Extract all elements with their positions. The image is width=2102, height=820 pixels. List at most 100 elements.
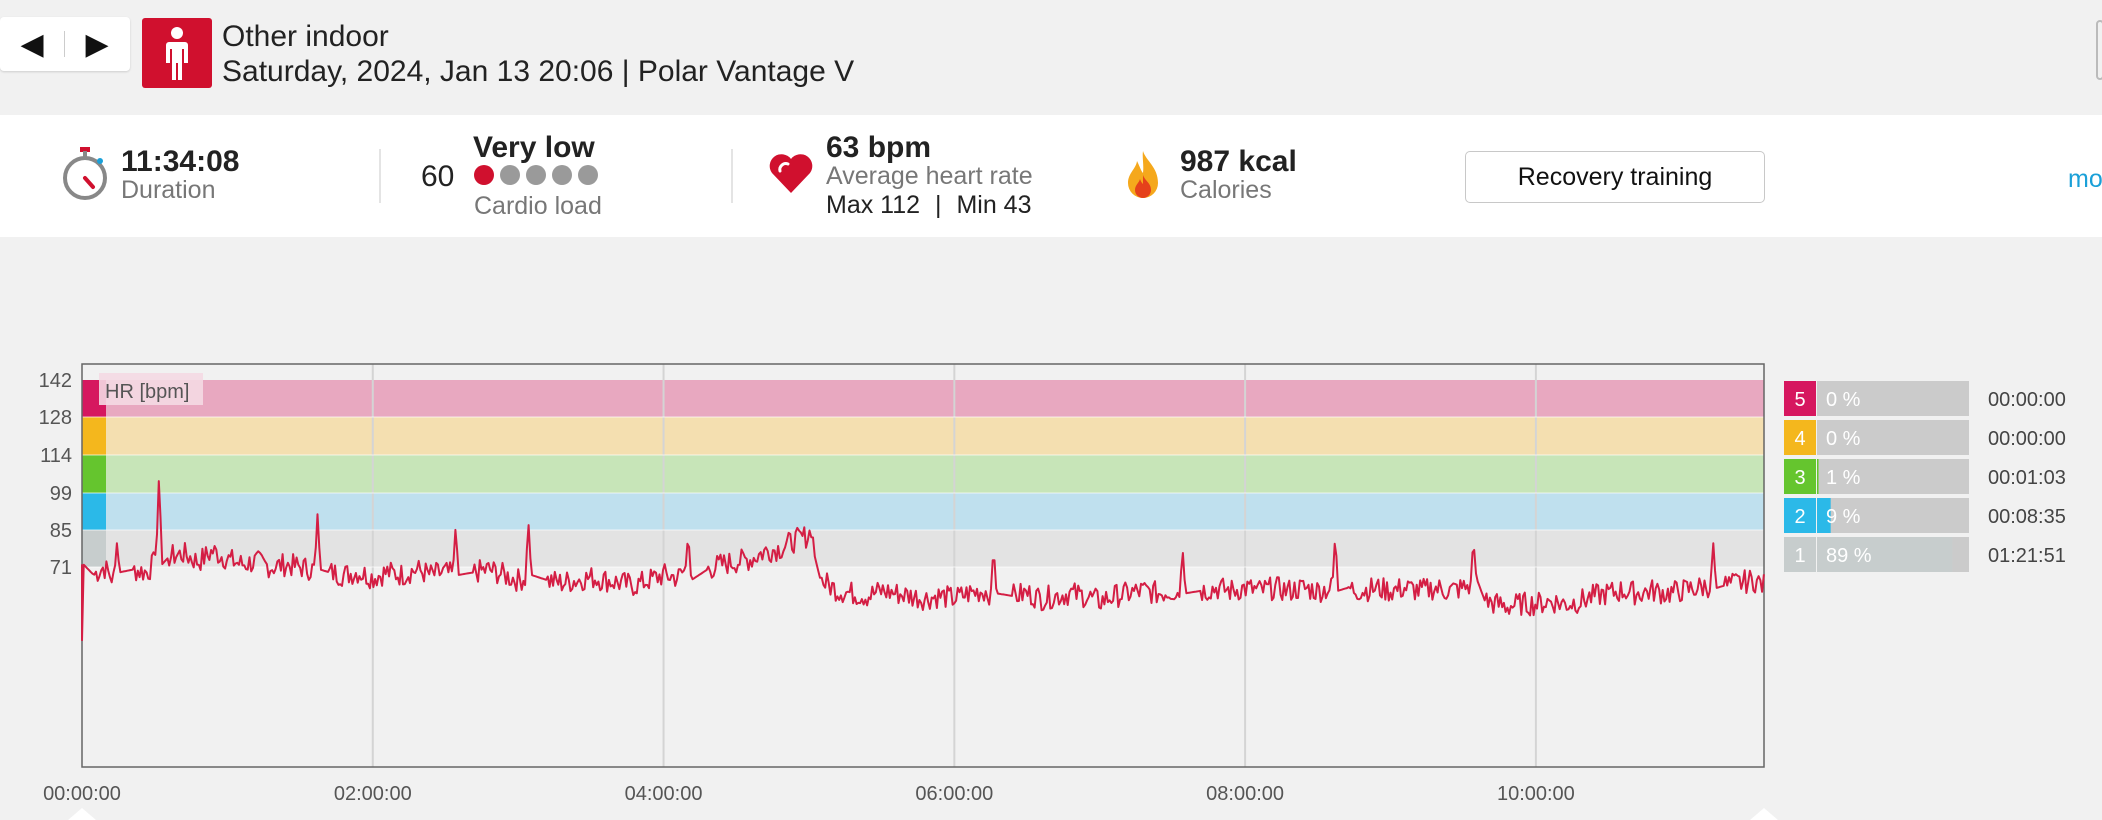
hr-zone-bands bbox=[82, 380, 1764, 567]
zone-percent: 0 % bbox=[1826, 428, 1861, 450]
divider bbox=[731, 149, 733, 203]
average-hr-value: 63 bpm bbox=[826, 131, 932, 164]
calories-value: 987 kcal bbox=[1180, 145, 1297, 178]
cardio-load-label: Cardio load bbox=[474, 192, 602, 220]
x-tick-label: 08:00:00 bbox=[1206, 783, 1284, 805]
x-tick-label: 04:00:00 bbox=[625, 783, 703, 805]
zone-number: 2 bbox=[1794, 506, 1805, 528]
zone-time: 00:01:03 bbox=[1988, 467, 2066, 489]
zone-percent: 9 % bbox=[1826, 506, 1861, 528]
zone-percent: 1 % bbox=[1826, 467, 1861, 489]
cardio-dot-empty bbox=[500, 165, 520, 185]
y-tick-label: 85 bbox=[50, 520, 72, 542]
previous-session-button[interactable]: ◀ bbox=[0, 17, 64, 71]
y-tick-label: 142 bbox=[39, 370, 72, 392]
y-axis-ticks: 142 128 114 99 85 71 bbox=[39, 370, 72, 579]
zone-number: 1 bbox=[1794, 545, 1805, 567]
divider bbox=[379, 149, 381, 203]
zone-number-swatch bbox=[1784, 498, 1816, 533]
session-header: ◀ ▶ Other indoor Saturday, 2024, Jan 13 … bbox=[0, 0, 2102, 115]
zone-time: 00:00:00 bbox=[1988, 389, 2066, 411]
cardio-dot-empty bbox=[552, 165, 572, 185]
next-session-button[interactable]: ▶ bbox=[65, 17, 129, 71]
nav-divider bbox=[64, 31, 65, 57]
zone-bar-track bbox=[1817, 420, 1969, 455]
y-tick-label: 114 bbox=[40, 445, 72, 467]
x-tick-label: 00:00:00 bbox=[43, 783, 121, 805]
zone-number-swatch bbox=[1784, 537, 1816, 572]
zone-row-1: 1 89 % 01:21:51 bbox=[1784, 537, 2066, 572]
zone-number: 3 bbox=[1794, 467, 1805, 489]
cardio-dot-filled bbox=[474, 165, 494, 185]
training-benefit-button[interactable]: Recovery training bbox=[1465, 151, 1765, 203]
zone-row-4: 4 0 % 00:00:00 bbox=[1784, 420, 2066, 455]
arrow-right-icon: ▶ bbox=[85, 27, 109, 61]
more-link[interactable]: mo bbox=[2068, 165, 2102, 193]
duration-value: 11:34:08 bbox=[121, 145, 240, 178]
zone-row-3: 3 1 % 00:01:03 bbox=[1784, 459, 2066, 494]
zone-time: 00:00:00 bbox=[1988, 428, 2066, 450]
zone-row-2: 2 9 % 00:08:35 bbox=[1784, 498, 2066, 533]
zone-bar-track bbox=[1817, 381, 1969, 416]
zone-number-swatch bbox=[1784, 459, 1816, 494]
x-tick-label: 02:00:00 bbox=[334, 783, 412, 805]
zone-bar-track bbox=[1817, 459, 1969, 494]
stopwatch-icon bbox=[60, 147, 110, 201]
max-hr-value: Max 112 bbox=[826, 191, 921, 219]
zone-number-swatch bbox=[1784, 381, 1816, 416]
legend-background bbox=[99, 373, 203, 405]
x-axis-ticks: 00:00:00 02:00:00 04:00:00 06:00:00 08:00:00… bbox=[43, 783, 1575, 805]
hr-series-line bbox=[81, 480, 1765, 641]
hr-zone-summary: 5 0 % 00:00:00 4 0 % 00:00:00 3 1 % 00:01:03 2 9 %… bbox=[1784, 381, 2066, 572]
range-start-handle[interactable] bbox=[68, 808, 96, 820]
zone-band-3 bbox=[82, 455, 1764, 493]
x-tick-label: 06:00:00 bbox=[915, 783, 993, 805]
zone-number: 4 bbox=[1794, 428, 1805, 450]
person-standing-icon bbox=[142, 18, 212, 88]
zone-bar-fill bbox=[1817, 537, 1953, 572]
cardio-load-dots bbox=[474, 165, 604, 185]
zone-band-2 bbox=[82, 493, 1764, 530]
zone-percent: 0 % bbox=[1826, 389, 1861, 411]
zone-number: 5 bbox=[1794, 389, 1805, 411]
chart-legend: HR [bpm] bbox=[99, 373, 203, 405]
series-label: HR [bpm] bbox=[105, 381, 189, 403]
zone-number-swatch bbox=[1784, 420, 1816, 455]
zone-swatch-4 bbox=[82, 417, 106, 455]
side-panel-edge bbox=[2096, 20, 2102, 80]
chart-grid bbox=[82, 364, 1764, 767]
zone-time: 01:21:51 bbox=[1988, 545, 2066, 567]
min-hr-value: Min 43 bbox=[956, 191, 1032, 219]
average-hr-label: Average heart rate bbox=[826, 162, 1033, 190]
zone-row-5: 5 0 % 00:00:00 bbox=[1784, 381, 2066, 416]
calories-label: Calories bbox=[1180, 176, 1272, 204]
range-end-handle[interactable] bbox=[1750, 808, 1778, 820]
arrow-left-icon: ◀ bbox=[20, 27, 44, 61]
zone-swatch-1 bbox=[82, 530, 106, 567]
session-navigation: ◀ ▶ bbox=[0, 17, 130, 71]
flame-icon bbox=[1124, 149, 1162, 201]
session-date-device: Saturday, 2024, Jan 13 20:06 | Polar Van… bbox=[222, 55, 855, 88]
y-tick-label: 128 bbox=[39, 407, 72, 429]
zone-band-1 bbox=[82, 530, 1764, 567]
x-tick-label: 10:00:00 bbox=[1497, 783, 1575, 805]
zone-band-4 bbox=[82, 417, 1764, 455]
zone-swatch-3 bbox=[82, 455, 106, 493]
hr-max-min: Max 112 | Min 43 bbox=[826, 191, 1031, 220]
sport-name: Other indoor bbox=[222, 20, 389, 53]
cardio-dot-empty bbox=[526, 165, 546, 185]
hr-zone-swatches bbox=[82, 380, 106, 567]
duration-label: Duration bbox=[121, 176, 216, 204]
zone-bar-track bbox=[1817, 498, 1969, 533]
cardio-dot-empty bbox=[578, 165, 598, 185]
y-tick-label: 99 bbox=[50, 483, 72, 505]
cardio-load-value: 60 bbox=[421, 160, 455, 193]
heart-icon bbox=[768, 151, 814, 195]
hr-separator: | bbox=[934, 191, 942, 219]
zone-swatch-2 bbox=[82, 493, 106, 530]
timeline-handles[interactable] bbox=[68, 808, 1778, 820]
zone-bar-fill bbox=[1817, 498, 1831, 533]
zone-percent: 89 % bbox=[1826, 545, 1872, 567]
session-summary: 11:34:08 Duration 60 Very low Cardio loa… bbox=[0, 115, 2102, 237]
